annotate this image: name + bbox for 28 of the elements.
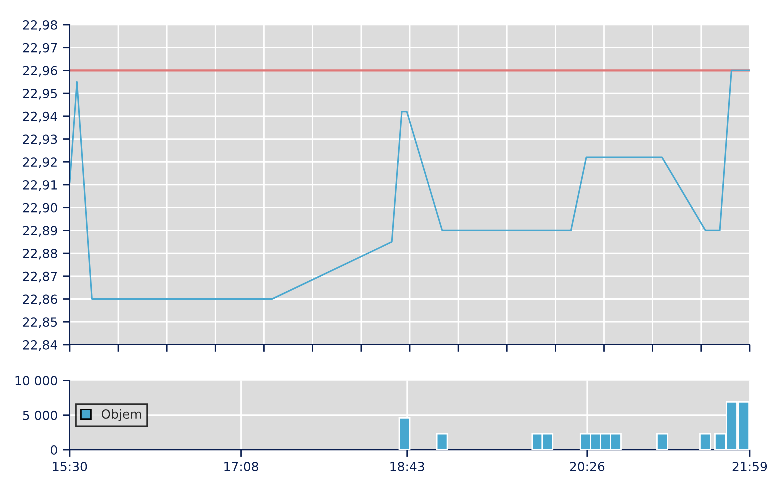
y-tick-label: 22,89 [23,226,58,237]
bar [436,433,448,450]
bar [700,433,712,450]
y-tick-label: 22,95 [23,89,58,100]
y-tick-label: 22,96 [23,66,58,77]
legend-label: Objem [102,409,142,422]
line-series [70,70,750,300]
y-tick-label: 5 000 [23,410,58,420]
y-tick-label: 22,91 [23,180,58,192]
x-tick-label: 17:08 [224,462,258,472]
x-tick-label: 21:59 [732,462,768,472]
y-tick-label: 22,94 [23,112,58,123]
y-tick-label: 22,88 [23,249,58,260]
y-tick-label: 10 000 [16,376,58,386]
y-tick-label: 22,93 [23,134,58,146]
y-tick-label: 22,98 [23,20,58,32]
y-tick-label: 22,92 [23,158,57,168]
y-tick-label: 22,85 [23,318,58,328]
x-tick-label: 18:43 [390,462,424,472]
x-tick-label: 15:30 [53,462,88,472]
y-tick-label: 22,97 [23,43,58,54]
y-tick-label: 22,87 [23,272,58,283]
bar [656,433,668,450]
y-tick-label: 22,90 [23,203,58,214]
y-tick-label: 0 [51,445,58,455]
y-tick-label: 22,84 [23,340,58,352]
y-tick-label: 22,86 [23,294,58,306]
x-tick-label: 20:26 [570,462,605,472]
